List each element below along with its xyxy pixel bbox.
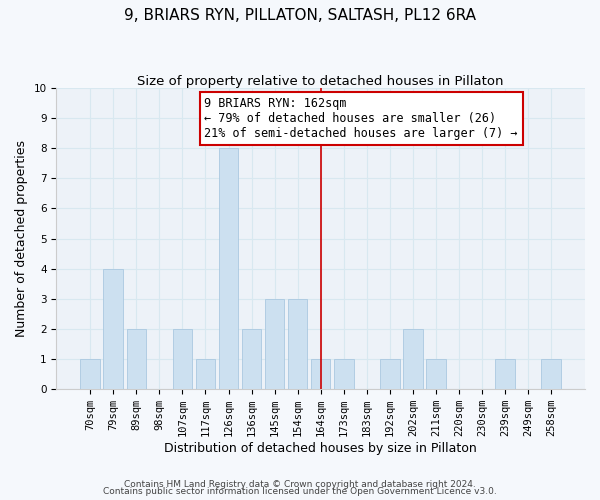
Bar	[196, 359, 215, 389]
Bar	[265, 299, 284, 389]
Bar	[426, 359, 446, 389]
Title: Size of property relative to detached houses in Pillaton: Size of property relative to detached ho…	[137, 75, 504, 88]
Y-axis label: Number of detached properties: Number of detached properties	[15, 140, 28, 337]
Bar	[495, 359, 515, 389]
Bar	[242, 329, 262, 389]
Bar	[380, 359, 400, 389]
X-axis label: Distribution of detached houses by size in Pillaton: Distribution of detached houses by size …	[164, 442, 477, 455]
Bar	[103, 268, 123, 389]
Bar	[311, 359, 331, 389]
Bar	[334, 359, 353, 389]
Bar	[80, 359, 100, 389]
Bar	[219, 148, 238, 389]
Bar	[403, 329, 422, 389]
Bar	[288, 299, 307, 389]
Text: Contains public sector information licensed under the Open Government Licence v3: Contains public sector information licen…	[103, 487, 497, 496]
Text: Contains HM Land Registry data © Crown copyright and database right 2024.: Contains HM Land Registry data © Crown c…	[124, 480, 476, 489]
Bar	[541, 359, 561, 389]
Bar	[127, 329, 146, 389]
Text: 9, BRIARS RYN, PILLATON, SALTASH, PL12 6RA: 9, BRIARS RYN, PILLATON, SALTASH, PL12 6…	[124, 8, 476, 22]
Text: 9 BRIARS RYN: 162sqm
← 79% of detached houses are smaller (26)
21% of semi-detac: 9 BRIARS RYN: 162sqm ← 79% of detached h…	[205, 97, 518, 140]
Bar	[173, 329, 192, 389]
